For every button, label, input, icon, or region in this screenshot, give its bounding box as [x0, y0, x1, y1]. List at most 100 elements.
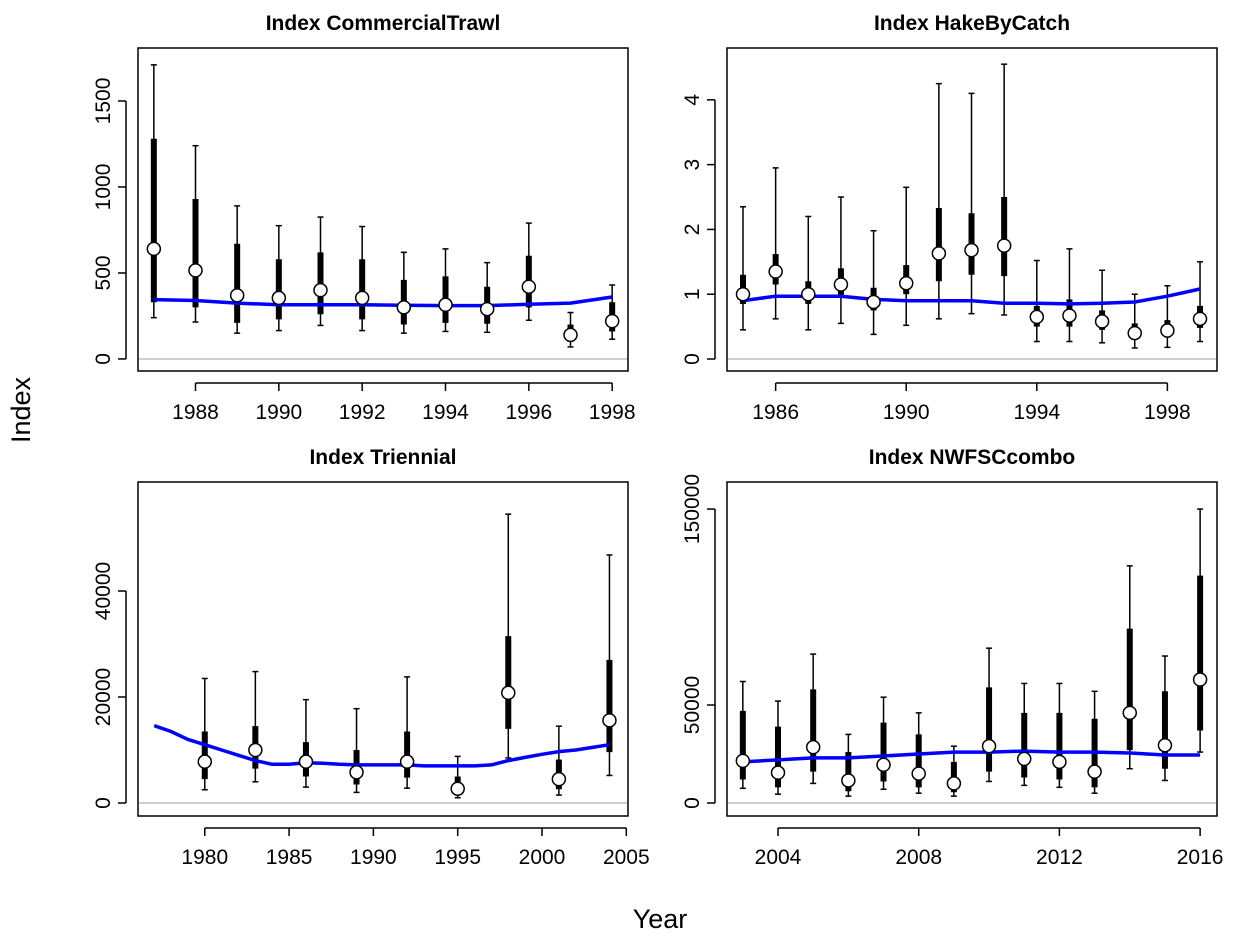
- x-tick-label: 2004: [755, 846, 802, 869]
- y-tick-label: 3: [681, 159, 704, 171]
- y-tick-label: 0: [681, 353, 704, 365]
- observed-point: [479, 301, 495, 317]
- panel-title: Index Triennial: [309, 446, 456, 469]
- observed-point: [146, 241, 162, 257]
- fit-line: [742, 749, 1201, 764]
- observed-point: [996, 238, 1012, 253]
- observed-point: [981, 738, 997, 754]
- observed-point: [1052, 754, 1067, 770]
- fit-line: [153, 723, 610, 768]
- y-tick-label: 50000: [681, 676, 704, 734]
- panel-title: Index CommercialTrawl: [266, 12, 501, 35]
- observed-point: [768, 264, 783, 279]
- observed-point: [1016, 751, 1032, 767]
- observed-point: [450, 781, 465, 796]
- panel: Index HakeByCatch 0 1 2 3 4 1986 1990 1994 1998: [681, 12, 1218, 424]
- observed-point: [396, 300, 412, 315]
- observed-point: [501, 685, 516, 701]
- observed-point: [399, 754, 415, 769]
- y-tick-label: 40000: [92, 562, 115, 620]
- observed-point: [833, 277, 849, 292]
- observed-point: [1062, 308, 1077, 323]
- observed-point: [1157, 737, 1173, 753]
- x-tick-label: 1990: [350, 846, 397, 869]
- x-tick-label: 1990: [883, 401, 930, 424]
- x-tick-label: 2012: [1036, 846, 1083, 869]
- observed-point: [735, 753, 751, 769]
- x-tick-label: 2000: [519, 846, 566, 869]
- panel: Index NWFSCcombo 0 50000 150000 2004 2008 2012…: [681, 446, 1223, 869]
- observed-point: [801, 286, 816, 302]
- x-tick-label: 1986: [752, 401, 799, 424]
- panel-title: Index NWFSCcombo: [869, 446, 1076, 469]
- observed-point: [604, 313, 620, 329]
- x-tick-label: 1990: [255, 401, 302, 424]
- y-tick-label: 1000: [92, 164, 115, 211]
- x-tick-label: 1994: [1013, 401, 1060, 424]
- x-tick-label: 1985: [266, 846, 313, 869]
- observed-point: [931, 246, 947, 261]
- observed-point: [876, 757, 891, 773]
- y-tick-label: 1500: [92, 78, 115, 125]
- observed-point: [349, 765, 364, 780]
- x-tick-label: 1996: [505, 401, 552, 424]
- observed-point: [1029, 309, 1045, 325]
- x-tick-label: 1988: [172, 401, 219, 424]
- observed-point: [1192, 311, 1208, 327]
- y-tick-label: 500: [92, 255, 115, 290]
- fit-line: [742, 287, 1201, 306]
- y-tick-label: 1: [681, 288, 704, 300]
- observed-point: [229, 288, 245, 303]
- observed-point: [521, 279, 537, 294]
- observed-point: [841, 773, 856, 788]
- x-tick-label: 1998: [589, 401, 636, 424]
- panel-title: Index HakeByCatch: [874, 12, 1070, 35]
- y-tick-label: 0: [92, 353, 115, 365]
- x-tick-label: 1998: [1144, 401, 1191, 424]
- observed-point: [1094, 314, 1110, 329]
- x-tick-label: 1995: [434, 846, 481, 869]
- observed-point: [563, 327, 578, 343]
- observed-point: [1160, 323, 1175, 338]
- plot-frame: [137, 481, 629, 817]
- observed-point: [248, 742, 263, 758]
- observed-point: [271, 290, 287, 306]
- observed-point: [298, 754, 314, 769]
- observed-point: [898, 275, 914, 291]
- y-axis-label: Index: [6, 376, 36, 443]
- observed-point: [1122, 705, 1138, 721]
- y-tick-label: 0: [681, 797, 704, 809]
- observed-point: [354, 290, 370, 306]
- y-tick-label: 20000: [92, 668, 115, 726]
- fit-line: [153, 295, 613, 308]
- observed-point: [1087, 764, 1102, 779]
- observed-point: [770, 765, 786, 780]
- x-tick-label: 1980: [181, 846, 228, 869]
- observed-point: [313, 282, 328, 298]
- observed-point: [911, 766, 926, 781]
- observed-point: [602, 713, 617, 728]
- y-tick-label: 0: [92, 797, 115, 809]
- observed-point: [551, 771, 567, 787]
- x-axis-label: Year: [633, 904, 688, 934]
- observed-point: [946, 776, 962, 791]
- plot-frame: [726, 481, 1218, 817]
- x-tick-label: 2005: [603, 846, 650, 869]
- y-tick-label: 150000: [681, 474, 704, 544]
- observed-point: [188, 263, 203, 278]
- plot-frame: [137, 47, 629, 372]
- observed-point: [964, 242, 979, 258]
- observed-point: [1192, 672, 1208, 687]
- panel: Index CommercialTrawl 0 500 1000 1500 1988 199…: [92, 12, 636, 424]
- observed-point: [866, 294, 881, 310]
- observed-point: [1127, 325, 1142, 341]
- observed-point: [735, 286, 751, 302]
- x-tick-label: 2016: [1177, 846, 1224, 869]
- panel: Index Triennial 0 20000 40000 1980 1985 1990 19…: [92, 446, 650, 869]
- y-tick-label: 4: [681, 94, 704, 106]
- x-tick-label: 1994: [422, 401, 469, 424]
- observed-point: [805, 739, 821, 755]
- observed-point: [197, 754, 213, 769]
